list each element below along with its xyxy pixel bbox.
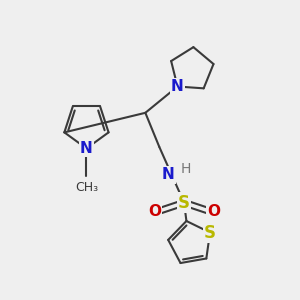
Text: O: O: [207, 205, 220, 220]
Text: H: H: [181, 162, 191, 176]
Text: CH₃: CH₃: [75, 181, 98, 194]
Text: S: S: [204, 224, 216, 242]
Text: N: N: [171, 79, 184, 94]
Text: O: O: [148, 205, 161, 220]
Text: N: N: [162, 167, 174, 182]
Text: S: S: [178, 194, 190, 212]
Text: N: N: [80, 141, 93, 156]
